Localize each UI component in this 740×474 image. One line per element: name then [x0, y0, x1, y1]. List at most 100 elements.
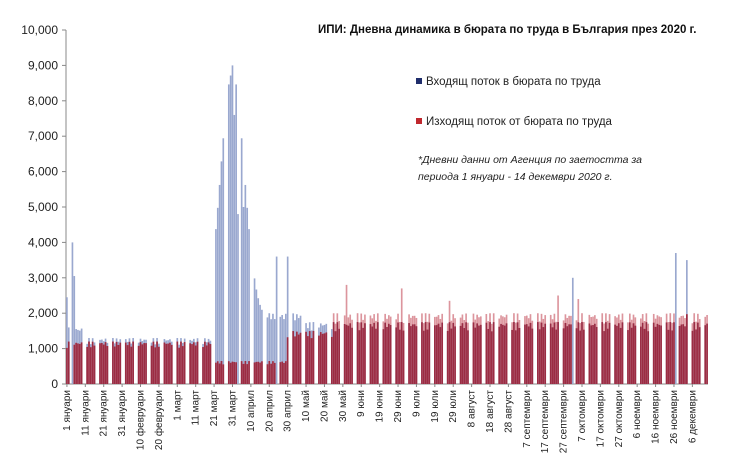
overlap-bar [86, 346, 88, 384]
overlap-bar [296, 331, 298, 384]
overlap-bar [564, 323, 567, 384]
overlap-bar [498, 326, 501, 384]
overlap-bar [286, 337, 289, 384]
overlap-bar [489, 322, 491, 384]
overlap-bar [294, 336, 296, 384]
inflow-bar [216, 207, 219, 384]
overlap-bar [619, 327, 622, 384]
x-tick-label: 10 април [246, 390, 257, 432]
overlap-bar [332, 322, 335, 384]
overlap-bar [645, 322, 648, 384]
overlap-bar [90, 347, 92, 384]
overlap-bar [216, 361, 219, 384]
overlap-bar [78, 343, 81, 384]
overlap-bar [426, 329, 429, 384]
overlap-bar [531, 328, 534, 384]
overlap-bar [415, 326, 418, 384]
overlap-bar [117, 344, 120, 384]
y-tick-label: 7,000 [28, 129, 58, 143]
y-tick-label: 6,000 [28, 165, 58, 179]
overlap-bar [452, 322, 455, 384]
overlap-bar [207, 342, 210, 384]
overlap-bar [581, 322, 583, 384]
overlap-bar [281, 361, 283, 384]
overlap-bar [467, 330, 469, 384]
x-tick-label: 6 декември [687, 390, 698, 443]
overlap-bar [334, 331, 337, 384]
inflow-bar [281, 315, 283, 384]
overlap-bar [485, 322, 488, 384]
overlap-bar [706, 323, 708, 384]
inflow-bar [255, 289, 258, 384]
overlap-bar [614, 324, 616, 384]
legend-inflow-label: Входящ поток в бюрата по труда [426, 76, 601, 88]
overlap-bar [220, 361, 223, 384]
overlap-bar [448, 322, 451, 384]
overlap-bar [310, 338, 313, 384]
overlap-bar [375, 328, 377, 384]
y-tick-label: 0 [51, 377, 58, 391]
overlap-bar [408, 323, 410, 384]
x-tick-label: 1 януари [62, 390, 73, 431]
overlap-bar [413, 324, 416, 384]
x-tick-label: 19 юни [375, 390, 386, 423]
inflow-bar [275, 256, 278, 384]
overlap-bar [428, 322, 431, 384]
x-tick-label: 17 октомври [595, 390, 606, 447]
overlap-bar [73, 344, 76, 384]
x-tick-label: 20 април [264, 390, 275, 432]
y-tick-label: 8,000 [28, 94, 58, 108]
overlap-bar [544, 323, 547, 384]
overlap-bar [330, 336, 333, 384]
overlap-bar [202, 347, 204, 384]
x-tick-label: 16 ноември [651, 390, 662, 444]
overlap-bar [183, 342, 186, 384]
overlap-bar [697, 322, 699, 384]
x-tick-label: 28 август [503, 390, 514, 433]
overlap-bar [67, 341, 70, 384]
overlap-bar [130, 346, 133, 384]
overlap-bar [627, 330, 629, 384]
overlap-bar [242, 363, 245, 384]
overlap-bar [527, 326, 530, 384]
overlap-bar [402, 330, 405, 384]
overlap-bar [439, 327, 442, 384]
overlap-bar [459, 325, 462, 384]
overlap-bar [170, 344, 173, 384]
overlap-bar [652, 322, 655, 384]
overlap-bar [196, 341, 199, 384]
overlap-bar [137, 345, 140, 384]
inflow-bar [235, 84, 237, 384]
overlap-bar [669, 322, 672, 384]
x-tick-label: 11 януари [80, 390, 91, 436]
overlap-bar [101, 342, 103, 384]
overlap-bar [132, 341, 134, 384]
overlap-bar [643, 328, 646, 384]
overlap-bar [395, 327, 398, 384]
overlap-bar [513, 322, 515, 384]
overlap-bar [253, 362, 256, 384]
overlap-bar [551, 327, 554, 384]
overlap-bar [181, 346, 184, 384]
overlap-bar [106, 346, 109, 384]
inflow-bar [674, 253, 677, 384]
overlap-bar [152, 341, 155, 384]
inflow-bar [257, 298, 260, 384]
overlap-bar [665, 322, 668, 384]
overlap-bar [478, 325, 480, 384]
overlap-bar [325, 332, 328, 384]
inflow-bar [240, 138, 243, 384]
overlap-bar [270, 363, 272, 384]
overlap-bar [255, 361, 258, 384]
inflow-bar [253, 278, 256, 384]
overlap-bar [235, 362, 237, 384]
overlap-bar [347, 325, 350, 384]
overlap-bar [336, 322, 339, 384]
overlap-bar [318, 335, 320, 384]
inflow-bar [259, 304, 261, 384]
overlap-bar [684, 326, 686, 384]
inflow-bar [283, 319, 285, 384]
overlap-bar [555, 329, 558, 384]
overlap-bar [514, 330, 517, 384]
overlap-bar [75, 342, 77, 384]
